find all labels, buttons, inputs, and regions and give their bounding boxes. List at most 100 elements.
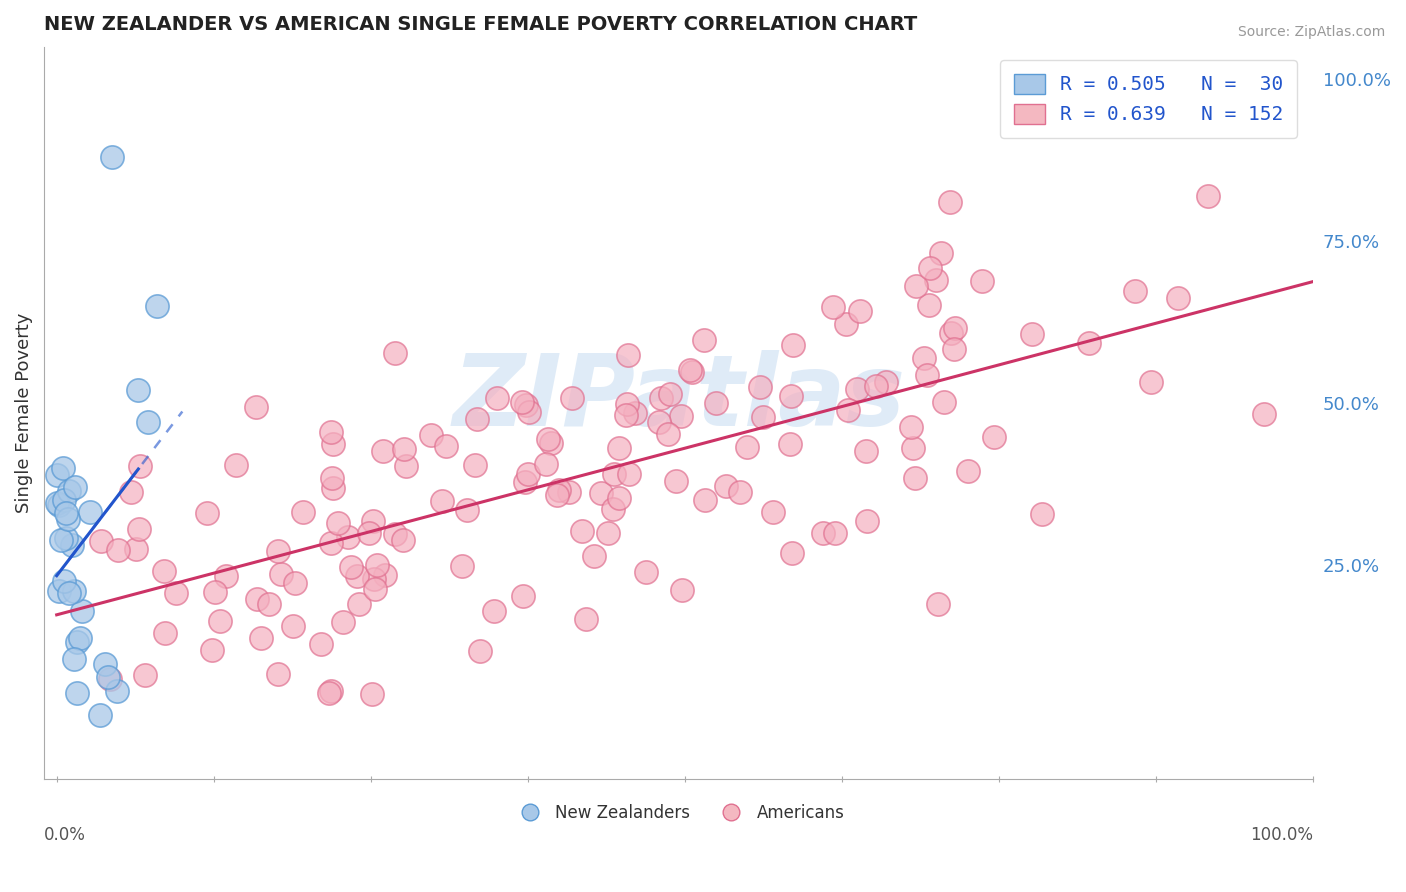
Point <box>100 150 122 164</box>
Text: NEW ZEALANDER VS AMERICAN SINGLE FEMALE POVERTY CORRELATION CHART: NEW ZEALANDER VS AMERICAN SINGLE FEMALE … <box>44 15 917 34</box>
Point <box>66 635 89 649</box>
Point <box>65 686 87 700</box>
Point <box>752 410 775 425</box>
Point <box>225 458 247 473</box>
Point <box>780 546 803 560</box>
Point <box>571 524 593 538</box>
Legend: New Zealanders, Americans: New Zealanders, Americans <box>506 797 851 829</box>
Point <box>835 318 858 332</box>
Point <box>127 383 149 397</box>
Point <box>346 569 368 583</box>
Point <box>513 475 536 490</box>
Point <box>321 425 343 440</box>
Point <box>904 470 927 484</box>
Point <box>48 498 70 512</box>
Point <box>582 549 605 563</box>
Point <box>609 442 631 456</box>
Point <box>361 514 384 528</box>
Point <box>634 565 657 579</box>
Point <box>69 631 91 645</box>
Point <box>536 432 558 446</box>
Point <box>589 485 612 500</box>
Point <box>693 493 716 508</box>
Point <box>45 468 67 483</box>
Point <box>912 351 935 365</box>
Point <box>245 400 267 414</box>
Point <box>363 572 385 586</box>
Point <box>658 387 681 401</box>
Point <box>762 505 785 519</box>
Point <box>55 506 77 520</box>
Point <box>284 576 307 591</box>
Point <box>749 379 772 393</box>
Point <box>934 394 956 409</box>
Text: Source: ZipAtlas.com: Source: ZipAtlas.com <box>1237 25 1385 39</box>
Point <box>512 589 534 603</box>
Point <box>1123 284 1146 298</box>
Point <box>79 505 101 519</box>
Point <box>318 686 340 700</box>
Point <box>153 625 176 640</box>
Point <box>56 512 79 526</box>
Point <box>1167 291 1189 305</box>
Point <box>1253 407 1275 421</box>
Point <box>482 604 505 618</box>
Point <box>374 568 396 582</box>
Point <box>821 300 844 314</box>
Point <box>322 436 344 450</box>
Point <box>575 612 598 626</box>
Point <box>62 652 84 666</box>
Point <box>215 568 238 582</box>
Point <box>846 382 869 396</box>
Point <box>464 458 486 472</box>
Point <box>824 526 846 541</box>
Point <box>434 439 457 453</box>
Point <box>704 396 727 410</box>
Point <box>735 440 758 454</box>
Point <box>60 539 83 553</box>
Point <box>941 326 963 340</box>
Point <box>384 526 406 541</box>
Point <box>865 379 887 393</box>
Point <box>361 688 384 702</box>
Point <box>267 666 290 681</box>
Point <box>94 657 117 671</box>
Point <box>51 533 73 547</box>
Point <box>53 492 76 507</box>
Point <box>128 523 150 537</box>
Point <box>534 458 557 472</box>
Point <box>1197 189 1219 203</box>
Point <box>432 494 454 508</box>
Text: 100.0%: 100.0% <box>1250 826 1313 844</box>
Point <box>939 195 962 210</box>
Point <box>920 261 942 276</box>
Point <box>245 591 267 606</box>
Point <box>465 411 488 425</box>
Point <box>730 484 752 499</box>
Point <box>337 530 360 544</box>
Point <box>58 586 80 600</box>
Point <box>875 376 897 390</box>
Point <box>517 467 540 482</box>
Point <box>366 558 388 573</box>
Point <box>679 363 702 377</box>
Point <box>931 246 953 260</box>
Point <box>943 321 966 335</box>
Point <box>956 464 979 478</box>
Point <box>782 338 804 352</box>
Point <box>384 345 406 359</box>
Text: 0.0%: 0.0% <box>44 826 86 844</box>
Point <box>540 436 562 450</box>
Point <box>681 365 703 379</box>
Point <box>340 560 363 574</box>
Point <box>128 459 150 474</box>
Point <box>692 333 714 347</box>
Point <box>983 430 1005 444</box>
Point <box>125 542 148 557</box>
Point <box>1078 335 1101 350</box>
Point <box>671 409 693 423</box>
Point <box>856 514 879 528</box>
Point <box>309 637 332 651</box>
Point <box>665 474 688 488</box>
Point <box>319 683 342 698</box>
